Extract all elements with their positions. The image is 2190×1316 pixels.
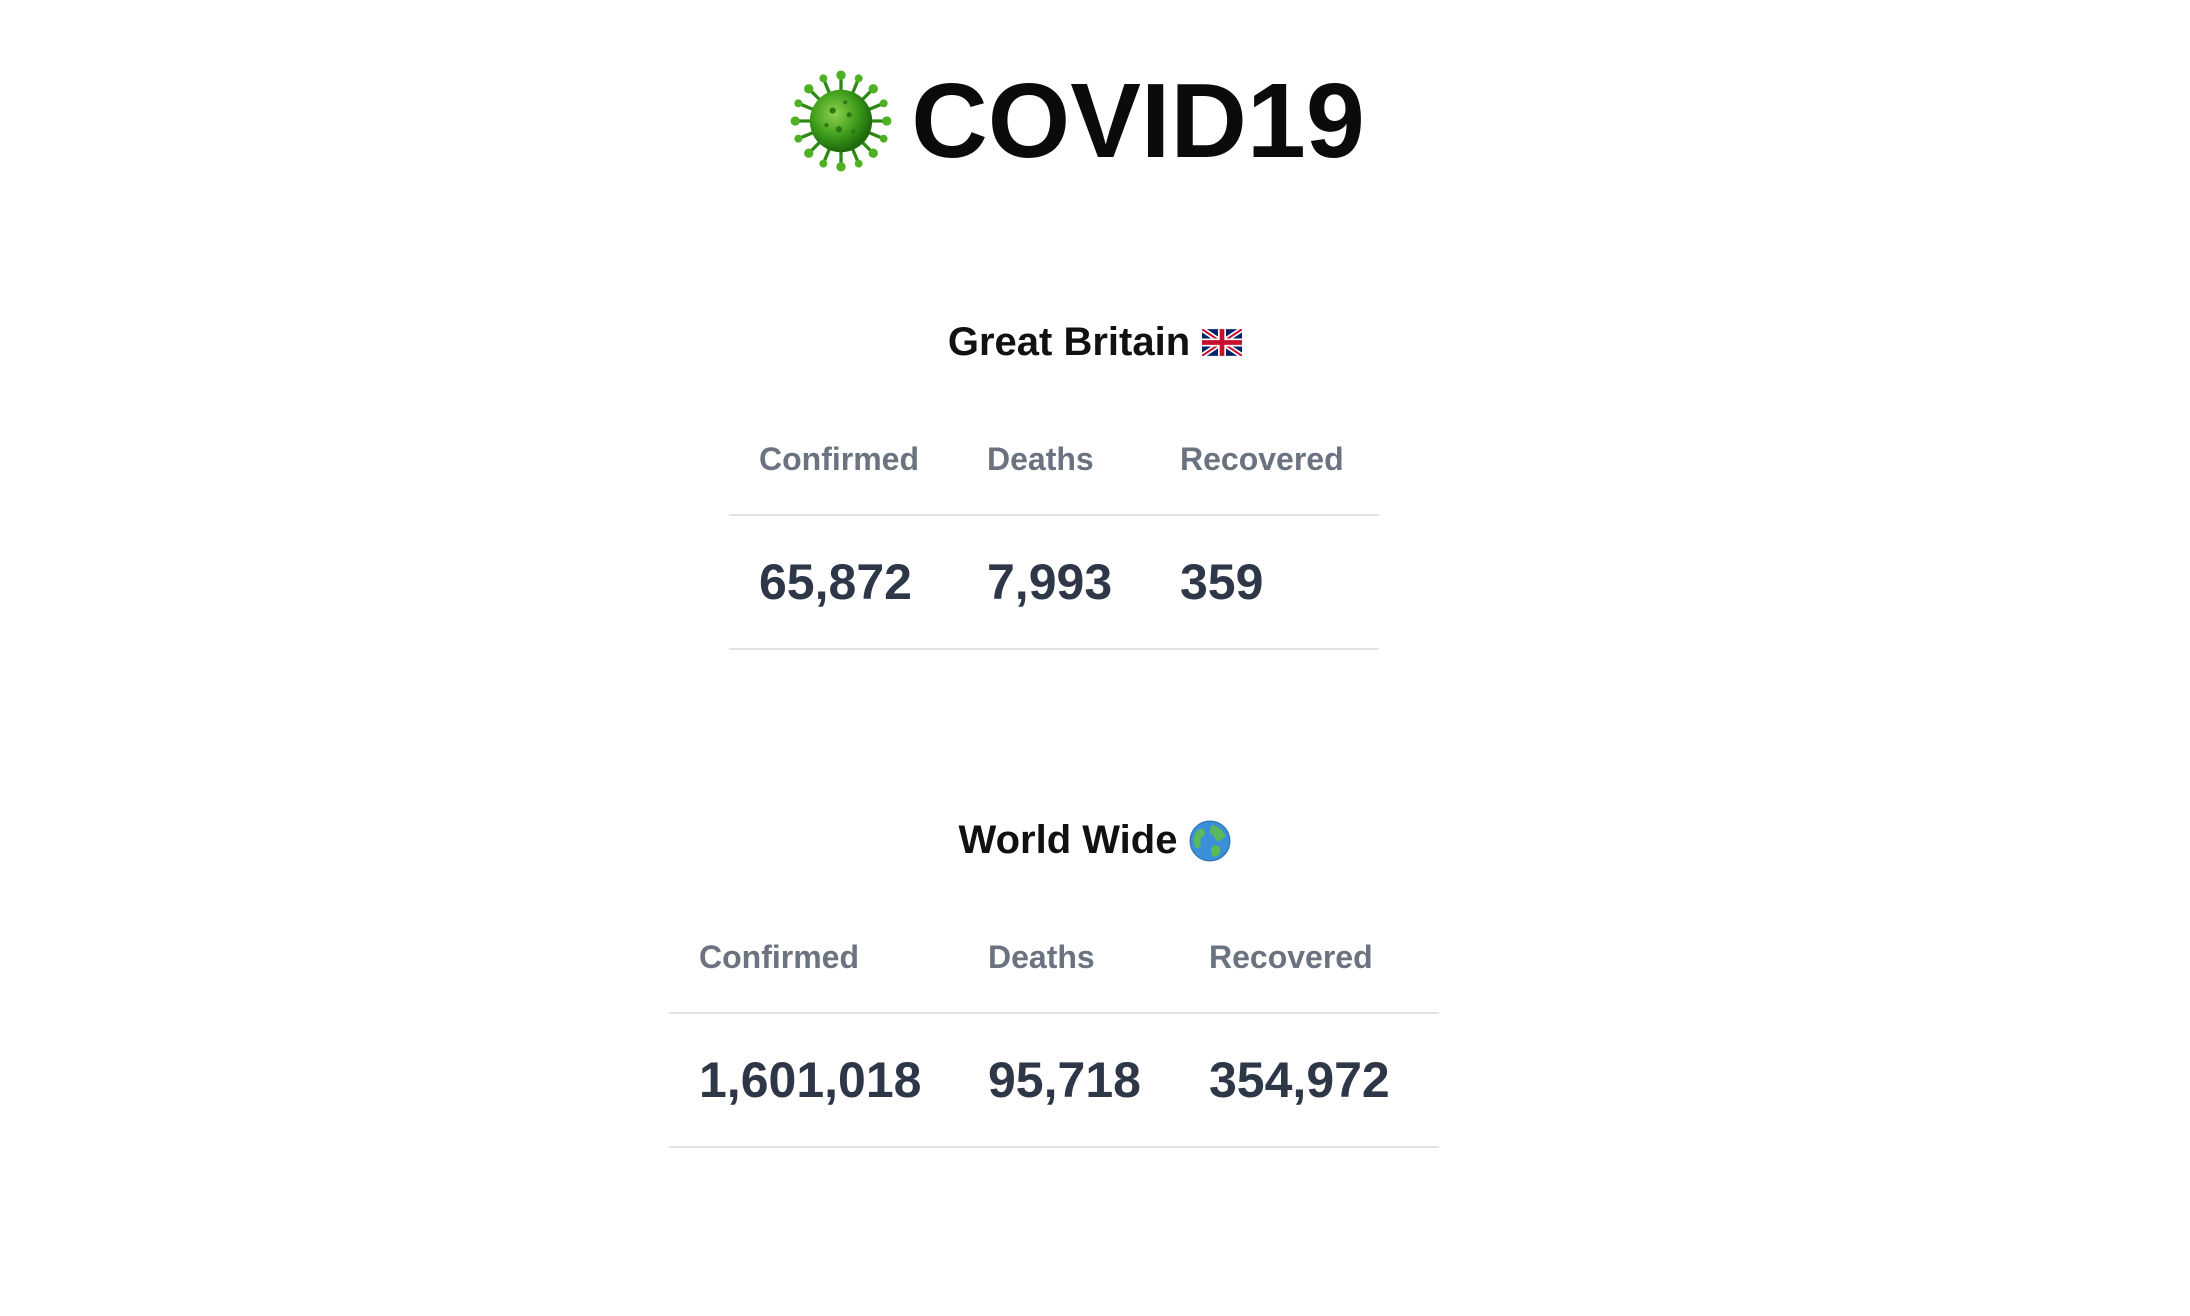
table-header-row: Confirmed Deaths Recovered [669, 902, 1439, 1014]
world-deaths-value: 95,718 [958, 1013, 1179, 1148]
column-header-recovered: Recovered [1179, 902, 1439, 1014]
column-header-confirmed: Confirmed [729, 404, 957, 516]
great-britain-heading-text: Great Britain [947, 320, 1191, 364]
table-row: 1,601,018 95,718 354,972 [669, 1013, 1439, 1148]
table-header-row: Confirmed Deaths Recovered [729, 404, 1379, 516]
great-britain-stats-table: Confirmed Deaths Recovered 65,872 7,993 … [729, 404, 1379, 650]
column-header-deaths: Deaths [957, 404, 1150, 516]
gb-deaths-value: 7,993 [957, 515, 1150, 650]
great-britain-heading: Great Britain [0, 320, 2190, 365]
globe-icon [1189, 820, 1231, 861]
world-wide-heading: World Wide [0, 818, 2190, 863]
page-title: COVID19 [0, 68, 2190, 174]
world-confirmed-value: 1,601,018 [669, 1013, 958, 1148]
table-row: 65,872 7,993 359 [729, 515, 1379, 650]
column-header-confirmed: Confirmed [669, 902, 958, 1014]
column-header-recovered: Recovered [1150, 404, 1379, 516]
virus-icon [790, 70, 892, 172]
gb-recovered-value: 359 [1150, 515, 1379, 650]
gb-confirmed-value: 65,872 [729, 515, 957, 650]
column-header-deaths: Deaths [958, 902, 1179, 1014]
world-wide-stats-table: Confirmed Deaths Recovered 1,601,018 95,… [669, 902, 1439, 1148]
title-text: COVID19 [911, 62, 1365, 180]
uk-flag-icon [1202, 329, 1243, 356]
world-wide-heading-text: World Wide [958, 818, 1178, 862]
world-recovered-value: 354,972 [1179, 1013, 1439, 1148]
